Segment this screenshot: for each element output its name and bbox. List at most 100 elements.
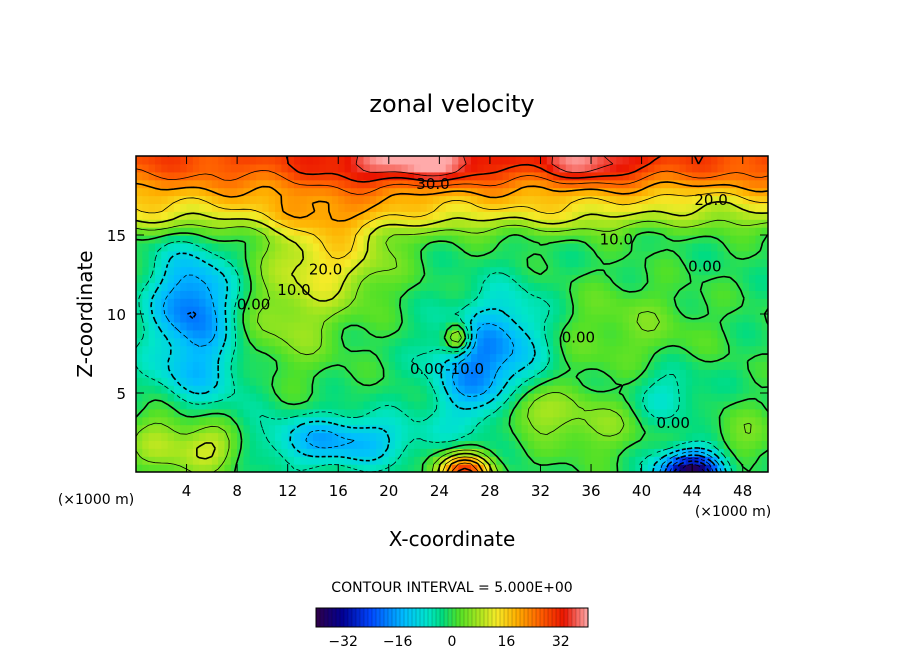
field-cell xyxy=(527,329,535,339)
field-cell xyxy=(628,456,636,465)
field-cell xyxy=(331,393,339,402)
field-cell xyxy=(173,408,181,418)
field-cell xyxy=(262,187,270,197)
field-cell xyxy=(344,266,352,276)
field-cell xyxy=(167,361,175,370)
field-cell xyxy=(736,416,744,426)
field-cell xyxy=(186,274,194,283)
field-cell xyxy=(635,432,643,441)
field-cell xyxy=(312,369,320,378)
field-cell xyxy=(698,266,706,276)
field-cell xyxy=(154,298,162,307)
field-cell xyxy=(698,156,706,165)
field-cell xyxy=(262,369,270,378)
field-cell xyxy=(445,258,453,268)
field-cell xyxy=(414,400,421,410)
field-cell xyxy=(275,266,282,276)
field-cell xyxy=(647,361,655,370)
field-cell xyxy=(635,408,643,418)
field-cell xyxy=(186,298,194,307)
field-cell xyxy=(369,361,377,370)
field-cell xyxy=(698,329,706,339)
field-cell xyxy=(534,211,542,220)
field-cell xyxy=(275,156,282,165)
field-cell xyxy=(660,211,668,220)
field-cell xyxy=(306,211,314,220)
field-cell xyxy=(211,219,219,228)
field-cell xyxy=(136,156,143,165)
field-cell xyxy=(192,219,200,228)
field-cell xyxy=(294,195,301,204)
field-cell xyxy=(464,353,472,362)
field-cell xyxy=(287,424,295,434)
field-cell xyxy=(546,298,554,307)
field-cell xyxy=(395,321,403,331)
field-cell xyxy=(199,416,207,426)
field-cell xyxy=(433,369,440,378)
field-cell xyxy=(578,416,586,426)
field-cell xyxy=(673,440,681,449)
field-cell xyxy=(654,235,662,244)
colorbar-cell xyxy=(512,608,517,627)
field-cell xyxy=(161,377,169,386)
field-cell xyxy=(249,345,257,355)
field-cell xyxy=(167,408,175,418)
field-cell xyxy=(407,227,415,236)
field-cell xyxy=(186,266,194,276)
field-cell xyxy=(559,440,567,449)
field-cell xyxy=(641,361,649,370)
field-cell xyxy=(628,314,636,323)
field-cell xyxy=(325,385,333,394)
field-cell xyxy=(382,258,390,268)
field-cell xyxy=(641,187,649,197)
field-cell xyxy=(300,448,308,457)
field-cell xyxy=(654,337,662,347)
field-cell xyxy=(211,258,219,268)
field-cell xyxy=(306,385,314,394)
field-cell xyxy=(439,400,447,410)
field-cell xyxy=(395,227,403,236)
field-cell xyxy=(452,337,459,347)
field-cell xyxy=(483,156,491,165)
field-cell xyxy=(496,424,504,434)
field-cell xyxy=(325,187,333,197)
field-cell xyxy=(711,290,719,299)
field-cell xyxy=(622,306,630,315)
field-cell xyxy=(154,416,162,426)
field-cell xyxy=(306,203,314,212)
contour-line xyxy=(163,274,722,472)
field-cell xyxy=(654,242,662,252)
field-cell xyxy=(546,274,554,283)
field-cell xyxy=(439,171,447,181)
field-cell xyxy=(673,321,681,331)
field-cell xyxy=(692,329,700,339)
field-cell xyxy=(654,163,662,173)
field-cell xyxy=(319,314,327,323)
field-cell xyxy=(635,211,643,220)
field-cell xyxy=(331,298,339,307)
field-cell xyxy=(376,156,384,165)
field-cell xyxy=(407,337,415,347)
field-cell xyxy=(433,456,440,465)
field-cell xyxy=(584,235,592,244)
field-cell xyxy=(534,171,542,181)
field-cell xyxy=(647,274,655,283)
field-cell xyxy=(319,187,327,197)
field-cell xyxy=(723,195,731,204)
field-cell xyxy=(698,432,706,441)
field-cell xyxy=(382,219,390,228)
field-cell xyxy=(622,235,630,244)
field-cell xyxy=(281,393,289,402)
field-cell xyxy=(679,242,687,252)
field-cell xyxy=(319,203,327,212)
field-cell xyxy=(489,456,497,465)
field-cell xyxy=(306,219,314,228)
field-cell xyxy=(622,385,630,394)
field-cell xyxy=(256,235,263,244)
field-cell xyxy=(224,195,232,204)
field-cell xyxy=(641,353,649,362)
field-cell xyxy=(154,195,162,204)
field-cell xyxy=(622,408,630,418)
field-cell xyxy=(496,337,504,347)
field-cell xyxy=(287,203,295,212)
